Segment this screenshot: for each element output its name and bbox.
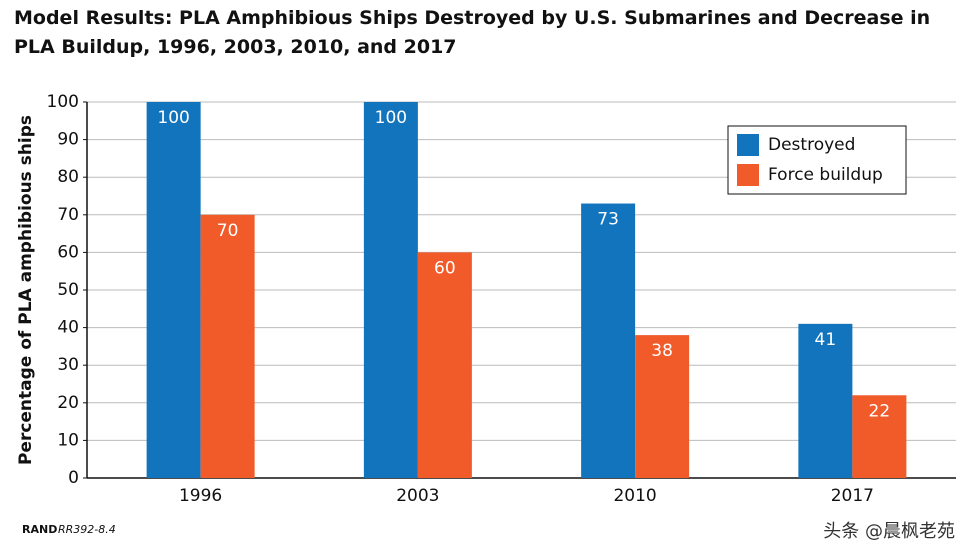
data-label: 38: [651, 341, 673, 361]
y-tick-label: 90: [57, 130, 79, 150]
y-tick-label: 60: [57, 242, 79, 262]
legend-label: Destroyed: [768, 135, 855, 155]
y-tick-label: 100: [47, 92, 79, 112]
legend-swatch: [737, 134, 759, 156]
y-tick-label: 80: [57, 167, 79, 187]
x-tick-label: 2003: [396, 486, 439, 506]
watermark: 头条 @晨枫老苑: [823, 521, 955, 542]
y-tick-label: 20: [57, 393, 79, 413]
x-tick-label: 1996: [179, 486, 222, 506]
data-label: 41: [815, 330, 837, 350]
data-label: 73: [597, 210, 619, 230]
bar: [200, 214, 255, 479]
legend-swatch: [737, 164, 759, 186]
y-tick-label: 70: [57, 205, 79, 225]
data-label: 22: [869, 401, 891, 421]
bar: [581, 203, 636, 478]
data-label: 100: [157, 108, 189, 128]
data-label: 100: [375, 108, 407, 128]
data-label: 70: [217, 221, 239, 241]
chart-title: Model Results: PLA Amphibious Ships Dest…: [14, 7, 931, 58]
source-org: RAND: [22, 523, 57, 536]
bar: [798, 323, 853, 478]
legend-label: Force buildup: [768, 165, 883, 185]
y-tick-label: 30: [57, 355, 79, 375]
bar: [635, 335, 690, 478]
y-tick-label: 40: [57, 318, 79, 338]
bar: [363, 102, 418, 478]
y-tick-label: 0: [68, 468, 79, 488]
bar: [417, 252, 472, 478]
x-tick-label: 2017: [831, 486, 874, 506]
data-label: 60: [434, 258, 456, 278]
bar: [146, 102, 201, 478]
y-tick-label: 50: [57, 280, 79, 300]
y-tick-label: 10: [57, 430, 79, 450]
y-axis-label: Percentage of PLA amphibious ships: [16, 115, 36, 465]
source-id: RR392-8.4: [58, 523, 116, 536]
x-tick-label: 2010: [613, 486, 656, 506]
bar: [852, 395, 907, 478]
